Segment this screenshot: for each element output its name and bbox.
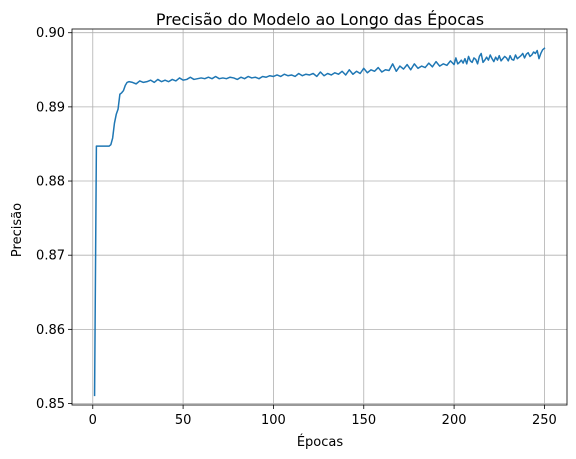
grid [72, 29, 567, 405]
y-tick-label: 0.89 [36, 100, 65, 115]
y-tick-label: 0.86 [36, 323, 65, 338]
y-axis-label: Precisão [10, 203, 25, 257]
series-layer [93, 47, 546, 397]
chart-title: Precisão do Modelo ao Longo das Épocas [156, 10, 484, 29]
y-tick-label: 0.90 [36, 26, 65, 41]
ticks: 0 50 100 150 200 250 0.85 0.86 0.87 0.88 0.89 0.90 [36, 26, 557, 428]
y-tick-label: 0.85 [36, 397, 65, 412]
x-tick-label: 100 [261, 413, 286, 428]
series-line-0 [93, 47, 546, 397]
plot-frame [71, 28, 568, 406]
x-tick-label: 50 [175, 413, 192, 428]
x-tick-label: 250 [532, 413, 557, 428]
x-tick-label: 200 [442, 413, 467, 428]
y-tick-label: 0.87 [36, 249, 65, 264]
y-tick-label: 0.88 [36, 175, 65, 190]
x-tick-label: 150 [351, 413, 376, 428]
x-tick-label: 0 [89, 413, 97, 428]
x-axis-label: Épocas [297, 434, 344, 450]
